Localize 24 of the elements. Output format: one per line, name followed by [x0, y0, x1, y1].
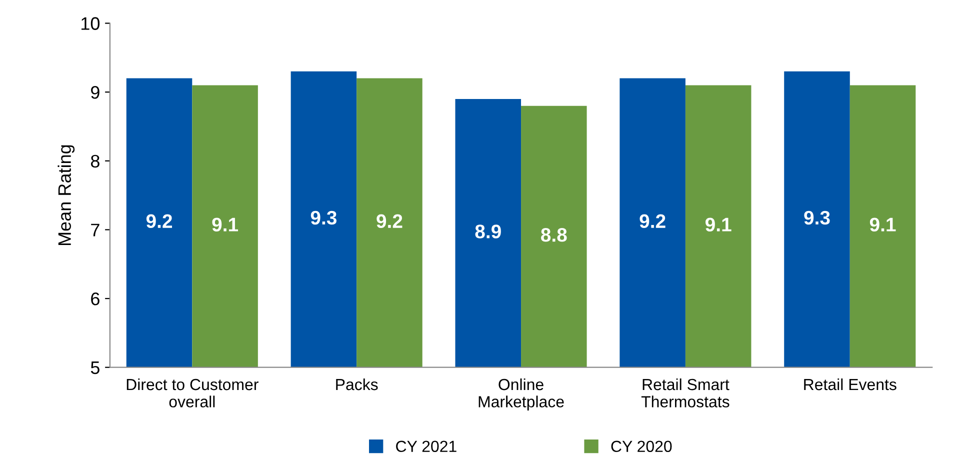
data-label: 9.1	[870, 218, 896, 232]
data-label: 9.1	[706, 218, 732, 232]
y-tick-label: 6	[91, 292, 100, 306]
legend-label: CY 2020	[611, 440, 672, 452]
x-tick-label: Retail Events	[804, 378, 896, 390]
y-tick-label: 5	[90, 361, 100, 374]
legend-label: CY 2021	[396, 440, 456, 452]
data-label: 8.8	[541, 228, 567, 242]
y-axis-title: Mean Rating	[58, 145, 75, 245]
data-label: 9.1	[212, 218, 238, 232]
y-tick-label: 8	[90, 154, 100, 168]
data-label: 9.2	[640, 214, 666, 228]
x-tick-label: Online Marketplace	[478, 378, 564, 411]
data-label: 9.2	[146, 214, 172, 228]
y-tick-label: 9	[91, 86, 100, 99]
x-tick-label: Direct to Customer overall	[126, 378, 258, 408]
y-tick-label: 10	[82, 17, 100, 30]
data-label: 9.2	[376, 214, 402, 228]
data-label: 9.3	[804, 210, 830, 225]
x-tick-label: Packs	[336, 378, 378, 390]
data-label: 9.3	[310, 210, 337, 225]
data-label: 8.9	[475, 224, 501, 238]
x-tick-label: Retail Smart Thermostats	[641, 378, 730, 408]
y-tick-label: 7	[91, 224, 100, 236]
